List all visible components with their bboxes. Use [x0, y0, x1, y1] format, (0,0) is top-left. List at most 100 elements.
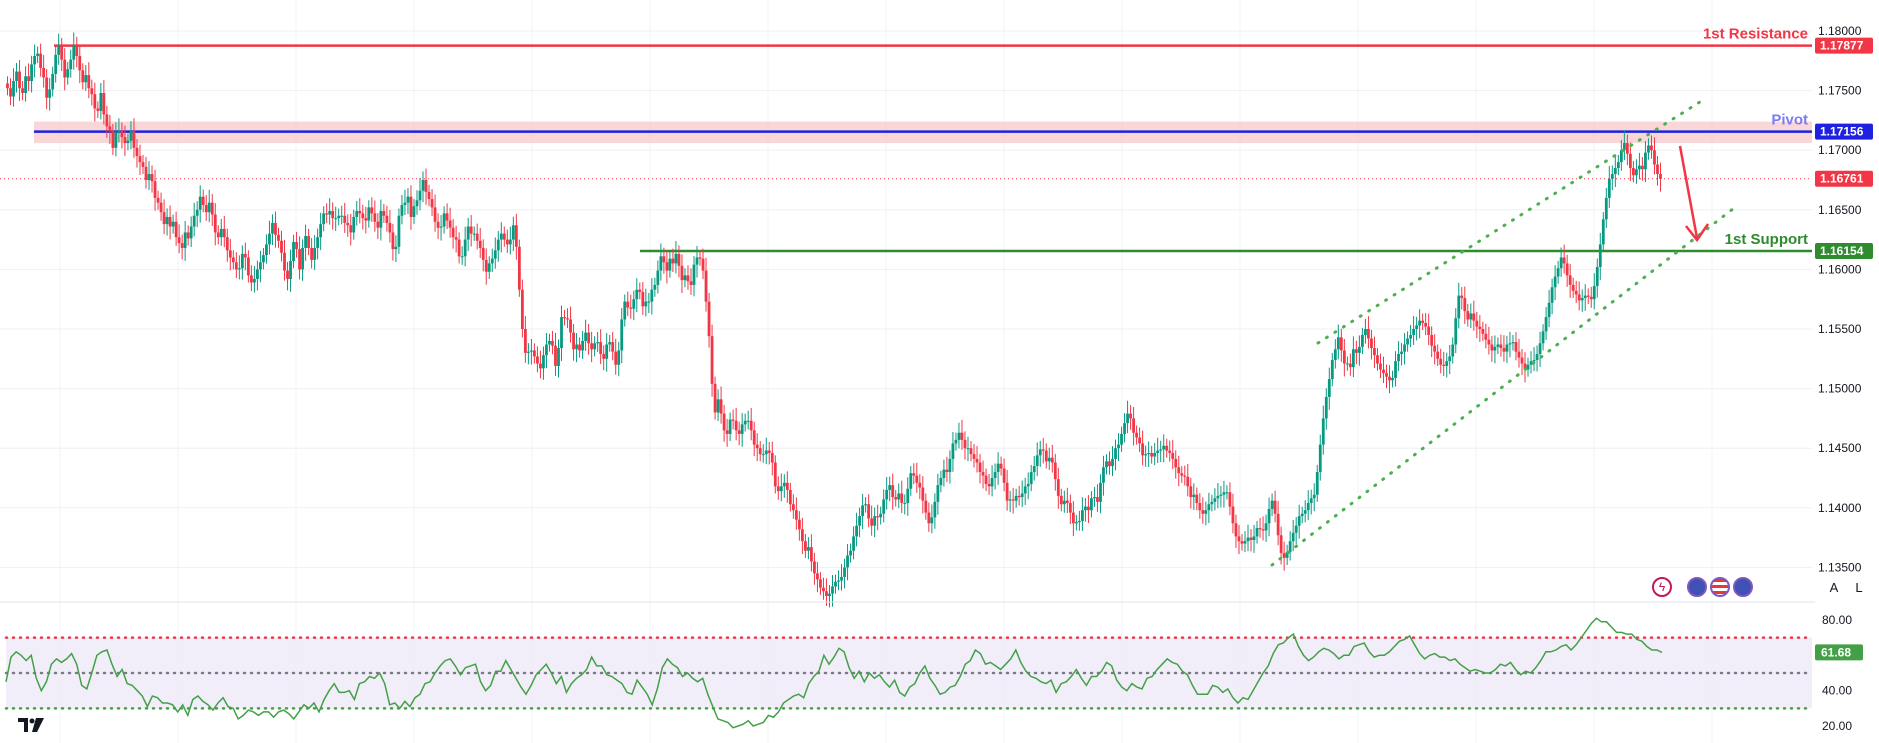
candle-body	[1207, 504, 1211, 511]
candle-body	[1589, 296, 1593, 300]
price-tick-label: 1.18000	[1818, 24, 1862, 38]
candle-body	[1321, 418, 1325, 445]
rsi-axis[interactable]: 80.00 40.00 20.00 61.68	[1815, 613, 1863, 733]
candle-body	[144, 166, 148, 180]
candle-body	[1490, 344, 1494, 351]
level-lines	[0, 44, 1812, 253]
candle-body	[114, 132, 118, 148]
candle-body	[969, 448, 973, 455]
candle-body	[9, 88, 12, 97]
candle-body	[1345, 363, 1349, 365]
candle-body	[867, 504, 871, 519]
candle-body	[1619, 150, 1623, 163]
eu-flag-icon-2[interactable]	[1733, 577, 1753, 597]
candle-body	[1481, 329, 1485, 334]
log-scale-button[interactable]: L	[1855, 580, 1863, 595]
candle-body	[192, 215, 196, 227]
price-tick-label: 1.15000	[1818, 382, 1862, 396]
candle-body	[1454, 318, 1458, 345]
economic-events[interactable]: ϟ	[1652, 577, 1753, 599]
candle-body	[123, 137, 127, 144]
candle-body	[1439, 358, 1443, 365]
candle-body	[1246, 537, 1250, 542]
candle-body	[1093, 497, 1096, 499]
rsi-value-badge-text: 61.68	[1821, 645, 1851, 659]
candle-body	[6, 83, 9, 89]
candle-body	[216, 232, 220, 238]
candle-body	[460, 256, 464, 258]
candle-body	[505, 239, 509, 245]
candle-body	[996, 463, 1000, 473]
price-tick-label: 1.17500	[1818, 84, 1862, 98]
candle-body	[999, 463, 1003, 469]
candle-body	[593, 343, 597, 350]
candle-body	[1628, 153, 1632, 169]
candle-body	[888, 485, 892, 490]
candle-body	[472, 233, 476, 235]
candle-body	[855, 525, 858, 537]
candle-body	[1604, 197, 1608, 220]
candle-body	[349, 225, 353, 233]
candle-body	[117, 131, 121, 133]
candle-body	[1252, 536, 1256, 540]
candle-body	[882, 499, 886, 514]
price-tick-label: 1.14500	[1818, 441, 1862, 455]
candle-body	[457, 239, 461, 257]
candle-body	[1044, 450, 1048, 462]
candle-body	[313, 247, 317, 260]
candle-body	[1258, 528, 1262, 530]
candle-body	[990, 478, 994, 487]
candle-body	[659, 256, 663, 271]
candle-body	[1264, 523, 1268, 531]
candle-body	[1186, 476, 1190, 487]
candle-body	[231, 257, 235, 263]
candle-body	[1650, 145, 1653, 151]
candle-body	[153, 181, 157, 198]
candle-body	[701, 258, 705, 271]
candle-body	[147, 174, 151, 180]
candle-body	[813, 561, 816, 574]
candle-body	[1448, 356, 1452, 362]
candle-body	[1529, 361, 1533, 365]
candle-body	[331, 210, 335, 219]
candle-body	[533, 350, 536, 357]
candle-body	[367, 207, 371, 221]
candle-body	[858, 516, 861, 526]
candle-body	[30, 64, 33, 82]
candle-body	[1029, 472, 1033, 484]
candle-body	[686, 275, 690, 282]
lightning-icon[interactable]: ϟ	[1652, 577, 1672, 597]
candle-body	[90, 88, 94, 95]
candle-body	[776, 486, 780, 492]
us-flag-icon[interactable]	[1710, 577, 1730, 597]
eu-flag-icon[interactable]	[1687, 577, 1707, 597]
candle-body	[975, 458, 979, 463]
candle-body	[1020, 493, 1024, 498]
candle-body	[1008, 499, 1012, 501]
candle-body	[629, 307, 633, 309]
candle-body	[1442, 364, 1446, 366]
candle-body	[1216, 495, 1220, 499]
candle-body	[927, 512, 931, 524]
candle-body	[213, 214, 217, 233]
candle-body	[611, 342, 615, 352]
auto-scale-button[interactable]: A	[1829, 580, 1839, 595]
price-axis[interactable]: 1.18000 1.17500 1.17000 1.16500 1.16000 1.155…	[1818, 24, 1862, 574]
candle-body	[590, 343, 594, 350]
1st-resistance-badge-text: 1.17877	[1820, 39, 1864, 53]
candle-body	[69, 59, 73, 70]
candle-body	[1358, 346, 1361, 353]
candle-body	[1315, 472, 1319, 495]
candle-body	[539, 363, 542, 369]
candle-body	[1376, 355, 1379, 364]
candle-body	[1180, 473, 1184, 476]
candle-body	[1394, 361, 1397, 378]
candle-body	[129, 131, 133, 141]
candle-body	[734, 420, 738, 431]
candle-body	[894, 497, 898, 500]
candle-body	[635, 289, 639, 300]
candle-body	[75, 45, 79, 57]
rsi-tick-label: 20.00	[1822, 719, 1852, 733]
candle-body	[626, 301, 630, 308]
candle-body	[322, 213, 326, 225]
